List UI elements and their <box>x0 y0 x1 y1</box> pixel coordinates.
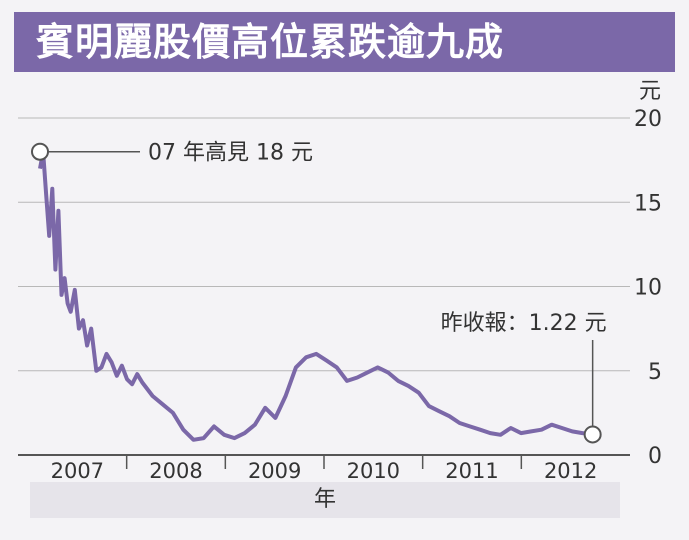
annotation-marker <box>31 142 49 161</box>
annotation-label: 昨收報：1.22 元 <box>441 311 607 336</box>
x-tick-label: 2008 <box>149 459 202 483</box>
x-axis-title: 年 <box>313 487 336 512</box>
series-line <box>38 149 593 442</box>
y-tick-label: 5 <box>648 360 662 385</box>
y-tick-label: 0 <box>648 444 662 469</box>
y-axis-unit: 元 <box>639 79 661 104</box>
title-bar: 賓明麗股價高位累跌逾九成 <box>14 12 675 72</box>
annotation-marker <box>583 425 602 444</box>
y-tick-label: 20 <box>634 107 662 132</box>
y-tick-label: 10 <box>634 276 662 301</box>
x-tick-label: 2012 <box>544 459 597 483</box>
x-tick-label: 2010 <box>347 459 400 483</box>
x-tick-label: 2007 <box>51 459 104 483</box>
x-tick-label: 2011 <box>445 459 498 483</box>
annotation-label: 07 年高見 18 元 <box>148 141 313 166</box>
chart-title: 賓明麗股價高位累跌逾九成 <box>36 20 505 64</box>
x-axis-title-bar: 年 <box>30 482 620 518</box>
x-tick-label: 2009 <box>248 459 301 483</box>
y-tick-label: 15 <box>634 191 662 216</box>
